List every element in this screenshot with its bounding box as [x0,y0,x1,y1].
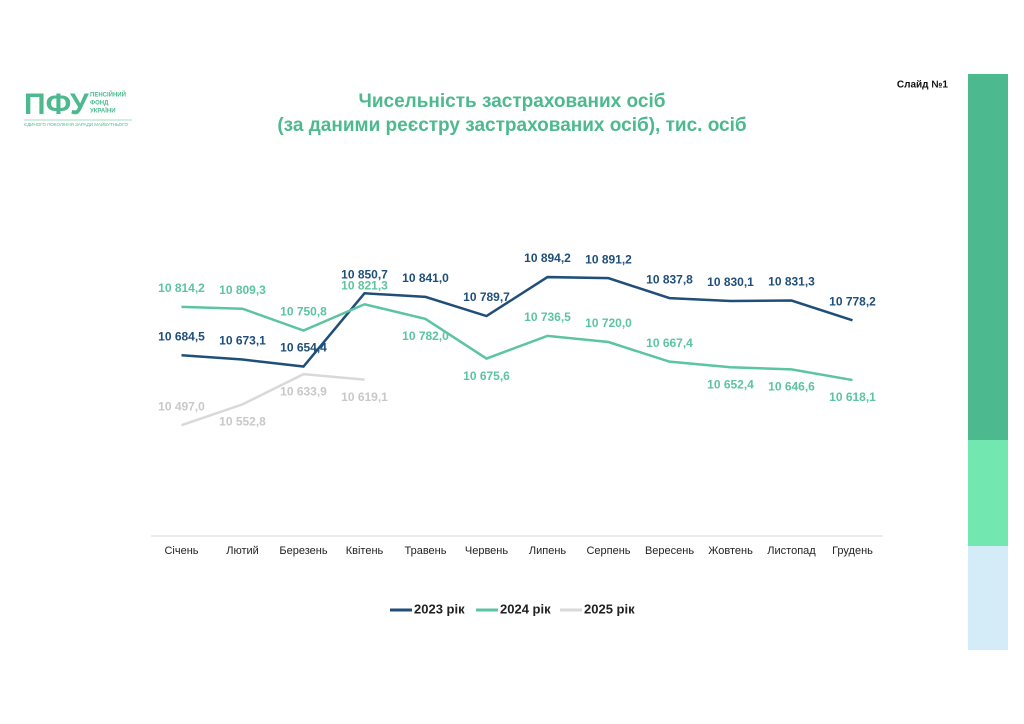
data-label: 10 891,2 [585,252,632,266]
series-line [181,275,853,368]
data-label: 10 750,8 [280,305,327,319]
chart-title: Чисельність застрахованих осіб [359,91,666,112]
data-label: 10 619,1 [341,390,388,404]
legend-label: 2023 рік [414,601,465,616]
data-label: 10 789,7 [463,290,510,304]
data-label: 10 618,1 [829,390,876,404]
side-bar [968,74,1008,440]
data-label: 10 654,4 [280,341,327,355]
data-label: 10 837,8 [646,272,693,286]
x-tick-label: Травень [405,545,447,557]
x-tick-label: Листопад [767,545,816,557]
side-bar [968,546,1008,650]
x-tick-label: Червень [465,545,508,557]
data-label: 10 850,7 [341,267,388,281]
x-tick-label: Січень [164,545,198,557]
series-line [181,302,853,382]
data-label: 10 497,0 [158,399,205,413]
data-label: 10 667,4 [646,336,693,350]
legend-label: 2025 рік [584,601,635,616]
data-label: 10 830,1 [707,275,754,289]
x-tick-label: Лютий [226,545,259,557]
x-tick-label: Березень [279,545,327,557]
data-label: 10 814,2 [158,281,205,295]
data-label: 10 831,3 [768,275,815,289]
data-label: 10 736,5 [524,310,571,324]
x-tick-label: Грудень [832,545,873,557]
data-label: 10 633,9 [280,384,327,398]
x-tick-label: Квітень [346,545,384,557]
data-label: 10 809,3 [219,283,266,297]
data-label: 10 646,6 [768,380,815,394]
side-bar [968,440,1008,546]
data-label: 10 821,3 [341,278,388,292]
data-label: 10 652,4 [707,377,754,391]
chart-subtitle: (за даними реєстру застрахованих осіб), … [277,115,746,136]
logo-name: ФОНД [90,101,109,107]
x-tick-label: Серпень [586,545,630,557]
legend-label: 2024 рік [500,601,551,616]
data-label: 10 841,0 [402,271,449,285]
logo-name: ПЕНСІЙНИЙ [90,91,126,99]
data-label: 10 552,8 [219,415,266,429]
data-label: 10 720,0 [585,316,632,330]
data-label: 10 675,6 [463,369,510,383]
series-line [181,372,365,427]
x-tick-label: Липень [529,545,567,557]
data-label: 10 778,2 [829,295,876,309]
logo-name: УКРАЇНИ [90,108,116,115]
data-label: 10 782,0 [402,329,449,343]
data-label: 10 684,5 [158,329,205,343]
x-tick-label: Жовтень [708,545,753,557]
slide-number: Слайд №1 [897,80,949,91]
logo-motto: ЄДИНОГО ПОКОЛІННЯ ЗАРАДИ МАЙБУТНЬОГО [24,120,128,127]
logo-mark: ПФУ [24,88,89,121]
x-tick-label: Вересень [645,545,694,557]
data-label: 10 894,2 [524,251,571,265]
data-label: 10 673,1 [219,334,266,348]
